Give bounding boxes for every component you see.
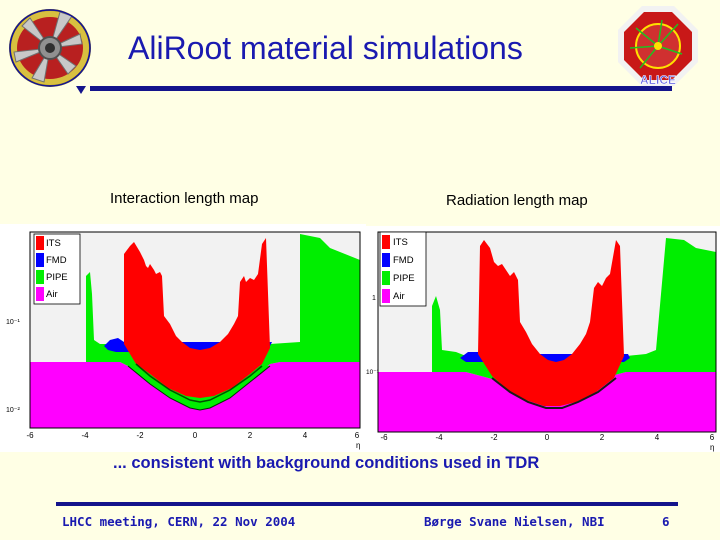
x-tick: 6	[710, 433, 715, 442]
x-axis-label: η	[356, 441, 360, 450]
y-tick: 1	[372, 295, 376, 302]
legend-air: Air	[46, 289, 58, 300]
footer-meeting: LHCC meeting, CERN, 22 Nov 2004	[62, 514, 296, 529]
alice-logo: ALICE	[618, 6, 698, 87]
interaction-length-caption: Interaction length map	[110, 190, 259, 207]
legend: ITS FMD PIPE Air	[33, 233, 81, 305]
legend-its: ITS	[46, 238, 61, 249]
bottom-rule	[56, 502, 678, 506]
y-tick: 10⁻²	[6, 407, 20, 414]
x-tick: 0	[193, 431, 198, 440]
x-tick: 2	[600, 433, 605, 442]
x-tick: -2	[490, 433, 498, 442]
legend: ITS FMD PIPE Air	[379, 231, 427, 307]
x-tick: -6	[26, 431, 34, 440]
legend-air: Air	[393, 291, 405, 302]
legend-pipe: PIPE	[46, 272, 68, 283]
x-tick: 4	[303, 431, 308, 440]
its-region	[478, 240, 624, 406]
legend-pipe: PIPE	[393, 273, 415, 284]
alice-logo-text: ALICE	[640, 73, 676, 87]
radiation-length-plot: ITS FMD PIPE Air 1 10⁻¹ -6 -4 -2 0 2 4 6…	[366, 226, 720, 452]
interaction-length-plot: ITS FMD PIPE Air 10⁻¹ 10⁻² -6 -4 -2 0 2 …	[0, 224, 366, 452]
top-rule-tip	[76, 86, 86, 94]
footer-author: Børge Svane Nielsen, NBI	[424, 514, 605, 529]
x-tick: -4	[435, 433, 443, 442]
legend-its: ITS	[393, 237, 408, 248]
x-tick: 2	[248, 431, 253, 440]
x-tick: -2	[136, 431, 144, 440]
summary-text: ... consistent with background condition…	[113, 454, 540, 472]
x-tick: -6	[380, 433, 388, 442]
x-tick: 0	[545, 433, 550, 442]
x-axis-label: η	[710, 443, 714, 452]
y-tick: 10⁻¹	[366, 369, 380, 376]
x-tick: 4	[655, 433, 660, 442]
air-region	[30, 362, 360, 428]
page-number: 6	[662, 514, 670, 529]
air-region	[378, 372, 716, 432]
legend-fmd: FMD	[393, 255, 414, 266]
its-region	[124, 238, 270, 398]
y-tick: 10⁻¹	[6, 319, 20, 326]
detector-wheel-logo	[9, 9, 91, 87]
radiation-length-caption: Radiation length map	[446, 192, 588, 209]
legend-fmd: FMD	[46, 255, 67, 266]
slide-title: AliRoot material simulations	[128, 30, 523, 66]
top-rule	[90, 86, 672, 91]
x-tick: 6	[355, 431, 360, 440]
x-tick: -4	[81, 431, 89, 440]
